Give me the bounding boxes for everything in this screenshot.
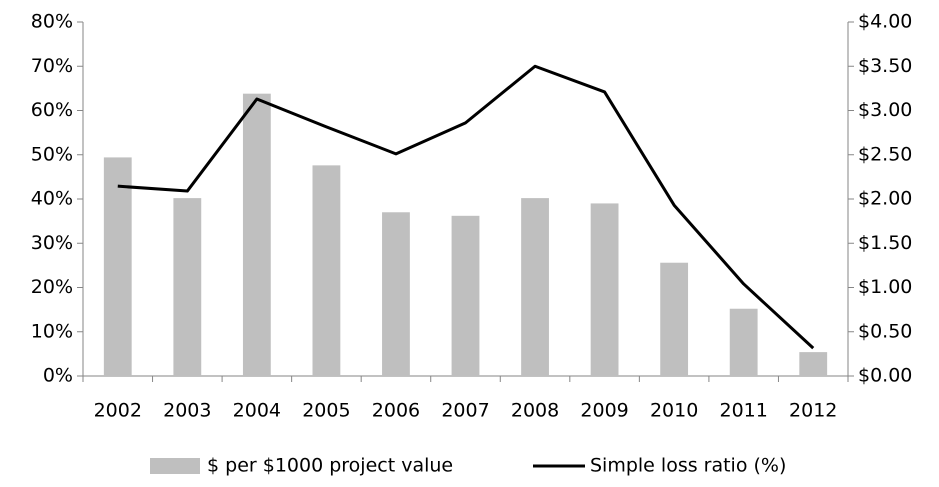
bar [729,308,758,376]
y2-tick-label: $0.50 [858,320,912,342]
x-tick-label: 2009 [580,400,628,422]
x-tick-label: 2008 [511,400,559,422]
y2-tick-label: $2.00 [858,188,912,210]
x-tick-label: 2012 [789,400,837,422]
y2-tick-label: $0.00 [858,365,912,387]
y-tick-label: 60% [31,99,73,121]
bar [382,212,410,376]
y2-tick-label: $2.50 [858,143,912,165]
y-tick-label: 0% [43,365,73,387]
bar [451,215,480,376]
y2-tick-label: $3.00 [858,99,912,121]
bar [312,165,341,376]
x-tick-label: 2007 [441,400,489,422]
bar [590,203,619,376]
x-tick-label: 2010 [650,400,698,422]
x-tick-label: 2002 [94,400,142,422]
bar [799,352,828,376]
y-tick-label: 10% [31,320,73,342]
x-tick-label: 2006 [372,400,420,422]
x-tick-label: 2004 [233,400,281,422]
y-tick-label: 30% [31,232,73,254]
y2-tick-label: $1.50 [858,232,912,254]
y-tick-label: 70% [31,55,73,77]
bar [173,198,202,376]
legend-label: Simple loss ratio (%) [590,455,786,477]
line [117,64,815,350]
y-tick-label: 50% [31,143,73,165]
y-tick-label: 40% [31,188,73,210]
legend-label: $ per $1000 project value [207,455,453,477]
y2-tick-label: $1.00 [858,276,912,298]
y2-tick-label: $3.50 [858,55,912,77]
x-tick-label: 2005 [302,400,350,422]
y-tick-label: 80% [31,11,73,33]
legend-swatch [150,458,200,474]
x-tick-label: 2011 [720,400,768,422]
bar [660,262,689,376]
bar [521,198,549,376]
bar [103,157,132,376]
y-tick-label: 20% [31,276,73,298]
bar [242,93,271,376]
x-tick-label: 2003 [163,400,211,422]
y2-tick-label: $4.00 [858,11,912,33]
